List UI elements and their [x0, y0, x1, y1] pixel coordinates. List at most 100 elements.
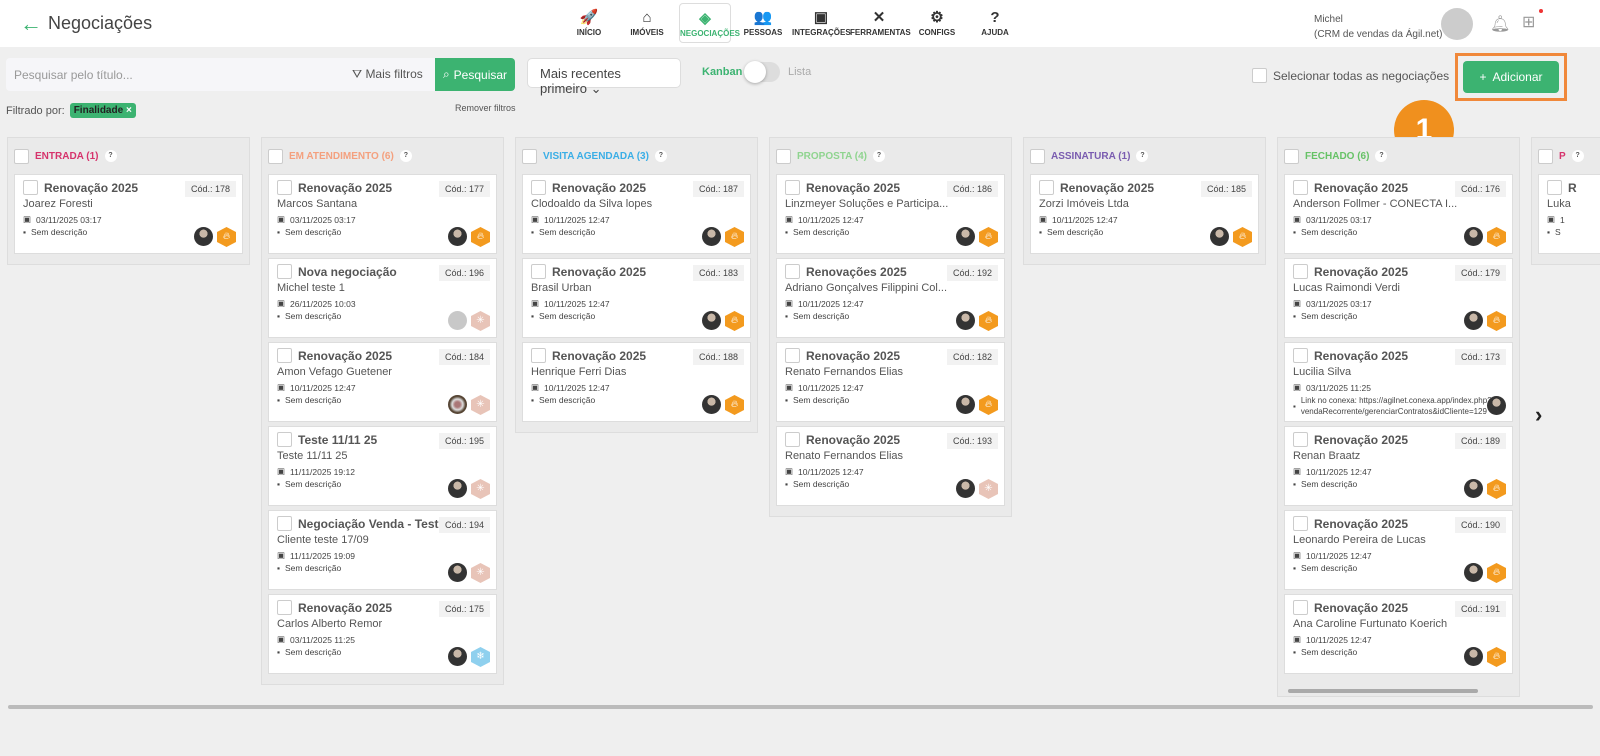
- column-checkbox[interactable]: [522, 148, 537, 164]
- card-checkbox[interactable]: [531, 348, 546, 363]
- avatar[interactable]: [448, 647, 467, 666]
- card-checkbox[interactable]: [277, 180, 292, 195]
- column-checkbox[interactable]: [14, 148, 29, 164]
- avatar[interactable]: [1464, 227, 1483, 246]
- card-checkbox[interactable]: [277, 348, 292, 363]
- card-checkbox[interactable]: [1039, 180, 1054, 195]
- kanban-label[interactable]: Kanban: [702, 66, 743, 78]
- column-checkbox[interactable]: [776, 148, 791, 164]
- help-icon[interactable]: ?: [1571, 150, 1584, 162]
- sort-select[interactable]: Mais recentes primeiro ⌄: [527, 58, 681, 96]
- avatar[interactable]: [1210, 227, 1229, 246]
- card-checkbox[interactable]: [785, 264, 800, 279]
- deal-card[interactable]: R Luka ▣ 1 ▪ S: [1538, 174, 1600, 254]
- help-icon[interactable]: ?: [654, 150, 667, 162]
- avatar[interactable]: [448, 395, 467, 414]
- help-icon[interactable]: ?: [873, 150, 886, 162]
- user-info[interactable]: Michel (CRM de vendas da Ágil.net): [1314, 12, 1442, 42]
- deal-card[interactable]: Renovação 2025 Cód.: 177 Marcos Santana …: [268, 174, 497, 254]
- card-checkbox[interactable]: [1293, 516, 1308, 531]
- deal-card[interactable]: Renovação 2025 Cód.: 190 Leonardo Pereir…: [1284, 510, 1513, 590]
- gift-icon[interactable]: ⊞: [1522, 14, 1536, 31]
- card-checkbox[interactable]: [1293, 432, 1308, 447]
- column-scrollbar[interactable]: [1288, 689, 1478, 693]
- help-icon[interactable]: ?: [1136, 150, 1149, 162]
- help-icon[interactable]: ?: [1375, 150, 1388, 162]
- column-checkbox[interactable]: [1030, 148, 1045, 164]
- nav-item-5[interactable]: ✕ FERRAMENTAS: [850, 3, 911, 43]
- deal-card[interactable]: Renovação 2025 Cód.: 179 Lucas Raimondi …: [1284, 258, 1513, 338]
- deal-card[interactable]: Nova negociação Cód.: 196 Michel teste 1…: [268, 258, 497, 338]
- search-button[interactable]: ⌕ Pesquisar: [435, 58, 515, 91]
- card-checkbox[interactable]: [277, 516, 292, 531]
- card-checkbox[interactable]: [531, 264, 546, 279]
- card-checkbox[interactable]: [1293, 600, 1308, 615]
- deal-card[interactable]: Renovação 2025 Cód.: 176 Anderson Follme…: [1284, 174, 1513, 254]
- horizontal-scrollbar[interactable]: [8, 705, 1593, 709]
- nav-item-7[interactable]: ? AJUDA: [966, 3, 1024, 43]
- more-filters-button[interactable]: ⛛ Mais filtros: [352, 67, 423, 82]
- card-checkbox[interactable]: [277, 600, 292, 615]
- close-icon[interactable]: ×: [125, 105, 132, 116]
- card-checkbox[interactable]: [1547, 180, 1562, 195]
- deal-card[interactable]: Renovação 2025 Cód.: 182 Renato Fernando…: [776, 342, 1005, 422]
- card-checkbox[interactable]: [1293, 348, 1308, 363]
- help-icon[interactable]: ?: [399, 150, 412, 162]
- avatar[interactable]: [448, 563, 467, 582]
- search-input[interactable]: [6, 58, 326, 91]
- nav-item-2[interactable]: ◈ NEGOCIAÇÕES: [679, 3, 740, 43]
- nav-item-0[interactable]: 🚀 INÍCIO: [560, 3, 618, 43]
- card-checkbox[interactable]: [531, 180, 546, 195]
- avatar[interactable]: [1464, 311, 1483, 330]
- deal-card[interactable]: Renovação 2025 Cód.: 173 Lucilia Silva ▣…: [1284, 342, 1513, 422]
- card-checkbox[interactable]: [1293, 180, 1308, 195]
- deal-card[interactable]: Renovação 2025 Cód.: 186 Linzmeyer Soluç…: [776, 174, 1005, 254]
- column-checkbox[interactable]: [1538, 148, 1553, 164]
- deal-card[interactable]: Renovação 2025 Cód.: 187 Clodoaldo da Si…: [522, 174, 751, 254]
- avatar[interactable]: [1487, 396, 1506, 415]
- deal-card[interactable]: Renovação 2025 Cód.: 183 Brasil Urban ▣ 1…: [522, 258, 751, 338]
- deal-card[interactable]: Negociação Venda - Teste Cód.: 194 Clien…: [268, 510, 497, 590]
- filter-chip[interactable]: Finalidade ×: [69, 103, 136, 118]
- deal-card[interactable]: Renovação 2025 Cód.: 175 Carlos Alberto …: [268, 594, 497, 674]
- user-avatar[interactable]: [1441, 8, 1473, 40]
- card-checkbox[interactable]: [785, 432, 800, 447]
- avatar[interactable]: [448, 479, 467, 498]
- deal-card[interactable]: Teste 11/11 25 Cód.: 195 Teste 11/11 25 …: [268, 426, 497, 506]
- avatar[interactable]: [1464, 479, 1483, 498]
- avatar[interactable]: [448, 227, 467, 246]
- column-checkbox[interactable]: [1284, 148, 1299, 164]
- avatar[interactable]: [1464, 563, 1483, 582]
- select-all[interactable]: Selecionar todas as negociações: [1252, 68, 1449, 83]
- avatar[interactable]: [702, 227, 721, 246]
- avatar[interactable]: [702, 311, 721, 330]
- view-toggle[interactable]: [744, 61, 780, 83]
- avatar[interactable]: [956, 227, 975, 246]
- avatar[interactable]: [956, 479, 975, 498]
- avatar[interactable]: [1464, 647, 1483, 666]
- deal-card[interactable]: Renovação 2025 Cód.: 193 Renato Fernando…: [776, 426, 1005, 506]
- avatar[interactable]: [956, 311, 975, 330]
- deal-card[interactable]: Renovação 2025 Cód.: 188 Henrique Ferri …: [522, 342, 751, 422]
- deal-card[interactable]: Renovação 2025 Cód.: 191 Ana Caroline Fu…: [1284, 594, 1513, 674]
- card-checkbox[interactable]: [1293, 264, 1308, 279]
- deal-card[interactable]: Renovação 2025 Cód.: 178 Joarez Foresti …: [14, 174, 243, 254]
- card-checkbox[interactable]: [785, 180, 800, 195]
- card-checkbox[interactable]: [277, 432, 292, 447]
- card-checkbox[interactable]: [277, 264, 292, 279]
- select-all-checkbox[interactable]: [1252, 68, 1267, 83]
- avatar[interactable]: [956, 395, 975, 414]
- deal-card[interactable]: Renovação 2025 Cód.: 185 Zorzi Imóveis L…: [1030, 174, 1259, 254]
- nav-item-6[interactable]: ⚙ CONFIGS: [908, 3, 966, 43]
- remove-filters-link[interactable]: Remover filtros: [455, 103, 516, 113]
- chevron-right-icon[interactable]: ›: [1535, 402, 1543, 427]
- avatar[interactable]: [702, 395, 721, 414]
- bell-icon[interactable]: 🔔︎: [1490, 16, 1511, 33]
- help-icon[interactable]: ?: [104, 150, 117, 162]
- deal-card[interactable]: Renovação 2025 Cód.: 184 Amon Vefago Gue…: [268, 342, 497, 422]
- avatar[interactable]: [448, 311, 467, 330]
- back-arrow-icon[interactable]: ←: [20, 11, 42, 36]
- nav-item-1[interactable]: ⌂ IMÓVEIS: [618, 3, 676, 43]
- card-checkbox[interactable]: [785, 348, 800, 363]
- add-button[interactable]: + Adicionar: [1463, 61, 1559, 93]
